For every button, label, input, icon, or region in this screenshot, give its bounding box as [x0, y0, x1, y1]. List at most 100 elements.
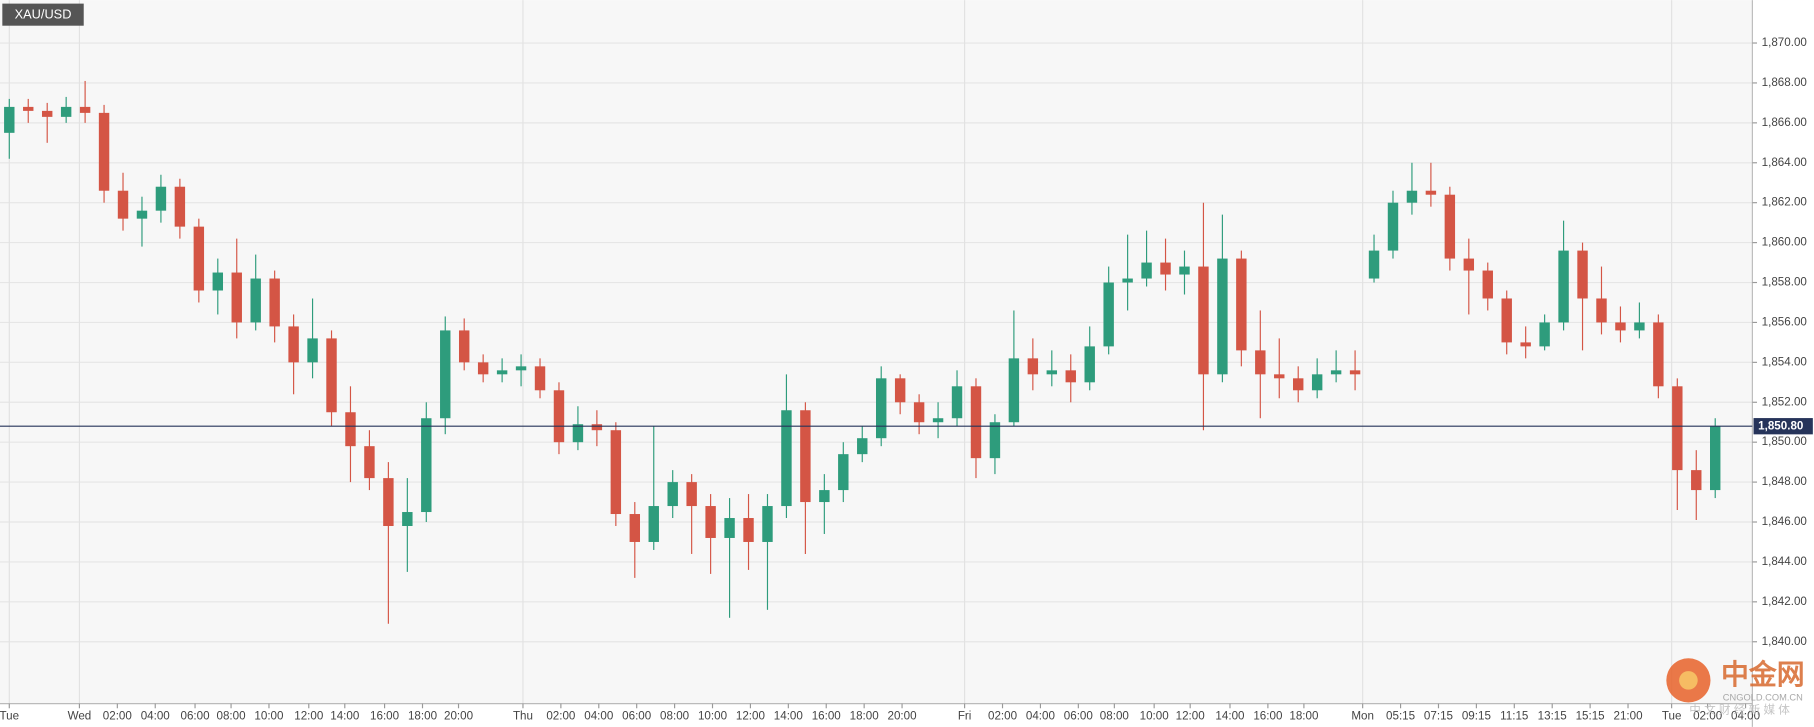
- symbol-box: [2, 3, 84, 26]
- y-tick-label: 1,842.00: [1762, 595, 1807, 608]
- candle-body: [98, 112, 110, 191]
- x-tick-label: 14:00: [330, 709, 359, 722]
- candle-body: [496, 370, 508, 375]
- x-tick-label: 08:00: [217, 709, 246, 722]
- x-tick-label: 06:00: [1064, 709, 1093, 722]
- y-tick-label: 1,868.00: [1762, 76, 1807, 89]
- x-tick-label: 14:00: [774, 709, 803, 722]
- candle-body: [1520, 342, 1531, 347]
- candle-body: [1141, 262, 1152, 279]
- candle-body: [629, 514, 641, 542]
- candle-body: [231, 272, 242, 323]
- y-tick-label: 1,858.00: [1762, 276, 1807, 289]
- x-tick-label: 21:00: [1613, 709, 1642, 722]
- candle-body: [1330, 370, 1342, 375]
- candle-body: [1236, 258, 1247, 351]
- candle-body: [364, 446, 375, 479]
- x-tick-label: 06:00: [622, 709, 651, 722]
- x-tick-label: 02:00: [546, 709, 575, 722]
- y-tick-label: 1,850.00: [1762, 435, 1807, 448]
- candle-body: [1179, 266, 1190, 275]
- candle-body: [1672, 386, 1683, 471]
- candle-body: [1103, 282, 1114, 347]
- grid: [0, 0, 1753, 704]
- x-tick-label: 20:00: [444, 709, 473, 722]
- candle-body: [402, 512, 413, 527]
- candle-body: [1046, 370, 1058, 375]
- candle-body: [743, 518, 754, 542]
- y-tick-label: 1,864.00: [1762, 156, 1807, 169]
- candle-body: [1122, 278, 1133, 283]
- candle-body: [136, 210, 148, 219]
- x-tick-label: Wed: [68, 709, 92, 722]
- candle-body: [1368, 250, 1380, 279]
- candle-body: [458, 330, 470, 363]
- y-tick-label: 1,840.00: [1762, 635, 1807, 648]
- candle-body: [894, 378, 906, 403]
- candle-body: [212, 272, 224, 291]
- x-tick-label: 18:00: [1289, 709, 1318, 722]
- candle-body: [193, 226, 205, 291]
- last-price-box: [1753, 418, 1813, 435]
- x-tick-label: 02:00: [103, 709, 132, 722]
- x-tick-label: Thu: [513, 709, 533, 722]
- candle-body: [1084, 346, 1095, 383]
- y-tick-label: 1,866.00: [1762, 116, 1807, 129]
- symbol-label: XAU/USD: [15, 7, 72, 22]
- candle-body: [1710, 426, 1721, 491]
- candle-body: [1387, 202, 1399, 251]
- candle-body: [648, 506, 659, 542]
- y-tick-label: 1,852.00: [1762, 395, 1807, 408]
- x-tick-label: 08:00: [1100, 709, 1129, 722]
- x-tick-label: 10:00: [698, 709, 727, 722]
- candle-body: [1596, 298, 1607, 323]
- candle-body: [1577, 250, 1588, 299]
- candle-body: [1008, 358, 1020, 423]
- x-tick-label: Tue: [1662, 709, 1682, 722]
- y-tick-label: 1,848.00: [1762, 475, 1807, 488]
- x-tick-label: 04:00: [141, 709, 170, 722]
- candle-body: [515, 366, 527, 371]
- candle-body: [1255, 350, 1266, 375]
- candle-body: [951, 386, 963, 419]
- candle-body: [155, 186, 167, 211]
- candle-body: [1274, 374, 1285, 379]
- candle-body: [1027, 358, 1039, 375]
- x-tick-label: 07:15: [1424, 709, 1453, 722]
- candle-body: [913, 402, 925, 423]
- x-tick-label: 16:00: [1253, 709, 1282, 722]
- candle-body: [477, 362, 489, 375]
- candle-body: [23, 106, 34, 111]
- candle-body: [1558, 250, 1569, 323]
- candle-body: [1482, 270, 1493, 299]
- candle-body: [1501, 298, 1512, 343]
- axes: 1,840.00 1,842.00 1,844.00 1,846.00 1,848.00…: [0, 36, 1807, 722]
- candle-body: [534, 366, 546, 391]
- candle-body: [307, 338, 318, 363]
- x-tick-label: 14:00: [1215, 709, 1244, 722]
- candle-body: [838, 454, 849, 491]
- x-tick-label: 05:15: [1386, 709, 1415, 722]
- x-tick-label: 20:00: [888, 709, 917, 722]
- x-tick-label: 04:00: [1026, 709, 1055, 722]
- candle-body: [1349, 370, 1361, 375]
- candle-body: [686, 482, 697, 507]
- candle-body: [1615, 322, 1626, 331]
- candle-body: [288, 326, 299, 363]
- candle-body: [1065, 370, 1076, 383]
- candle-body: [819, 490, 830, 503]
- x-tick-label: 04:00: [1731, 709, 1760, 722]
- x-tick-label: 16:00: [370, 709, 399, 722]
- candle-body: [1160, 262, 1171, 275]
- candle-body: [269, 278, 280, 327]
- candle-body: [572, 424, 584, 443]
- candle-body: [705, 506, 716, 538]
- candle-body: [970, 386, 982, 459]
- candle-body: [60, 106, 72, 117]
- y-tick-label: 1,854.00: [1762, 355, 1807, 368]
- candle-body: [1311, 374, 1323, 391]
- candle-body: [41, 110, 53, 117]
- y-tick-label: 1,862.00: [1762, 196, 1807, 209]
- x-tick-label: 12:00: [736, 709, 765, 722]
